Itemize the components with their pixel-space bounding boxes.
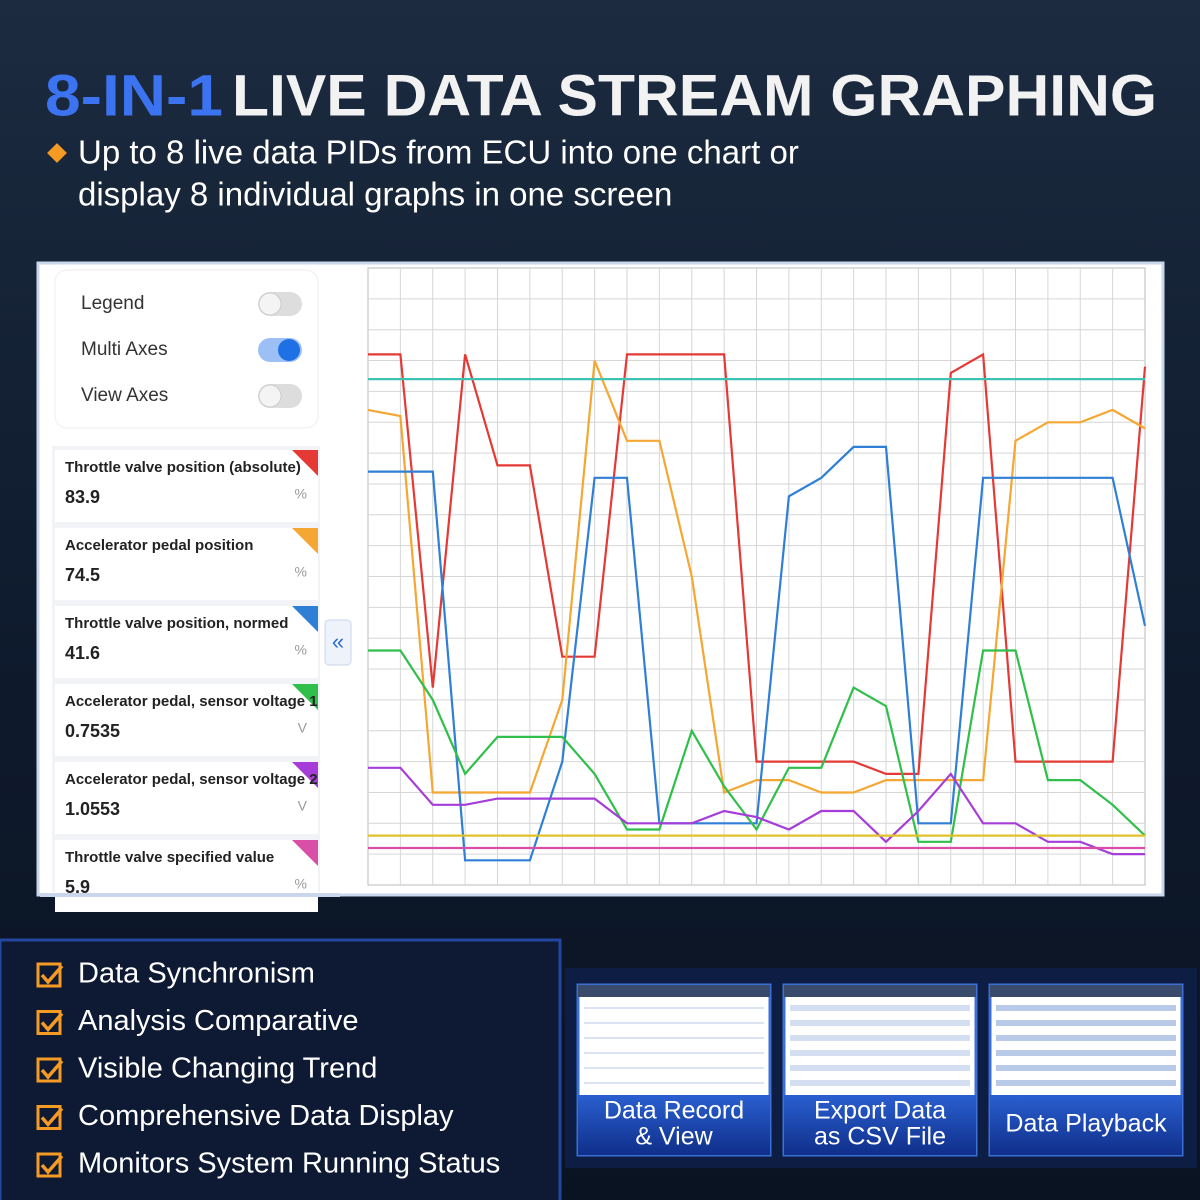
pid-color-flag xyxy=(292,450,318,476)
thumbnail-caption: Data Record xyxy=(604,1097,744,1125)
pid-unit: % xyxy=(295,642,307,658)
check-mark xyxy=(40,964,64,985)
pid-color-flag xyxy=(292,606,318,632)
thumbnail-header xyxy=(784,985,976,997)
pid-value: 5.9 xyxy=(65,877,90,897)
pid-value: 83.9 xyxy=(65,487,100,507)
toggle-knob xyxy=(278,339,300,361)
toggle-knob xyxy=(258,292,282,316)
pid-name: Accelerator pedal position xyxy=(65,537,253,554)
pid-item: Accelerator pedal, sensor voltage 1 0.753… xyxy=(55,684,318,756)
check-box xyxy=(36,1105,62,1130)
pid-name: Accelerator pedal, sensor voltage 1 xyxy=(65,693,318,710)
feature: Visible Changing Trend xyxy=(78,1053,377,1085)
setting-label: View Axes xyxy=(81,385,168,406)
pid-unit: V xyxy=(298,798,308,814)
feature: Monitors System Running Status xyxy=(78,1148,500,1180)
pid-value: 0.7535 xyxy=(65,721,120,741)
pid-color-flag xyxy=(292,762,318,788)
data-line xyxy=(367,360,1146,795)
pid-value: 41.6 xyxy=(65,643,100,663)
thumbnail-caption: Export Data xyxy=(814,1097,946,1125)
data-line xyxy=(368,352,1147,776)
feature: Data Synchronism xyxy=(78,958,315,990)
features-box xyxy=(0,938,562,1200)
collapse-icon: « xyxy=(332,629,344,654)
check-mark xyxy=(40,1059,64,1080)
pid-item: Accelerator pedal, sensor voltage 2 1.055… xyxy=(55,762,318,834)
collapse-button[interactable] xyxy=(324,619,352,666)
subtitle-line: display 8 individual graphs in one scree… xyxy=(78,176,672,213)
settings-card xyxy=(54,269,319,429)
thumbnail-caption: & View xyxy=(635,1123,713,1151)
pid-unit: % xyxy=(295,486,307,502)
panel-edge xyxy=(40,893,340,897)
pid-name: Throttle valve specified value xyxy=(65,849,274,866)
pid-card xyxy=(55,606,318,678)
check-mark xyxy=(40,1012,64,1033)
title-highlight: 8-IN-1 xyxy=(45,63,223,128)
pid-color-flag xyxy=(292,528,318,554)
pid-card xyxy=(55,684,318,756)
thumbnail-caption-bg xyxy=(784,1095,976,1155)
pid-card xyxy=(55,450,318,522)
pid-card xyxy=(55,762,318,834)
pid-color-flag xyxy=(292,840,318,866)
pid-value: 74.5 xyxy=(65,565,100,585)
pid-unit: V xyxy=(298,720,308,736)
check-box xyxy=(36,962,62,988)
check-box xyxy=(36,1152,62,1178)
pid-color-flag xyxy=(292,684,318,710)
pid-item: Throttle valve position, normed 41.6% xyxy=(55,606,318,678)
data-line xyxy=(368,649,1146,843)
pid-item: Accelerator pedal position 74.5% xyxy=(55,528,318,600)
check-mark xyxy=(40,1154,64,1175)
pid-name: Accelerator pedal, sensor voltage 2 xyxy=(65,771,318,788)
thumbnail-header xyxy=(990,985,1182,997)
thumbnail-header xyxy=(578,985,770,997)
subtitle-line: Up to 8 live data PIDs from ECU into one… xyxy=(78,134,799,171)
pid-unit: % xyxy=(295,564,307,580)
data-line xyxy=(368,445,1147,862)
thumbnail-caption-bg xyxy=(990,1095,1182,1155)
feature: Analysis Comparative xyxy=(78,1005,358,1037)
check-box xyxy=(36,1057,62,1083)
thumbnail-caption: Data Playback xyxy=(1005,1110,1167,1138)
thumbnail-caption: as CSV File xyxy=(814,1123,946,1151)
pid-card xyxy=(55,840,318,912)
pid-unit: % xyxy=(295,876,307,892)
feature: Comprehensive Data Display xyxy=(78,1100,454,1132)
toggle-knob xyxy=(258,384,282,408)
setting-label: Legend xyxy=(81,293,144,314)
data-line xyxy=(368,766,1145,856)
check-mark xyxy=(40,1107,64,1128)
thumbnail-caption-bg xyxy=(578,1095,770,1155)
check-box xyxy=(36,1010,62,1035)
pid-name: Throttle valve position, normed xyxy=(65,615,288,632)
title: LIVE DATA STREAM GRAPHING xyxy=(232,63,1157,128)
pid-value: 1.0553 xyxy=(65,799,120,819)
setting-label: Multi Axes xyxy=(81,339,168,360)
pid-item: Throttle valve position (absolute) 83.9% xyxy=(55,450,318,522)
pid-name: Throttle valve position (absolute) xyxy=(65,459,301,476)
pid-item: Throttle valve specified value 5.9% xyxy=(55,840,318,912)
pid-card xyxy=(55,528,318,600)
